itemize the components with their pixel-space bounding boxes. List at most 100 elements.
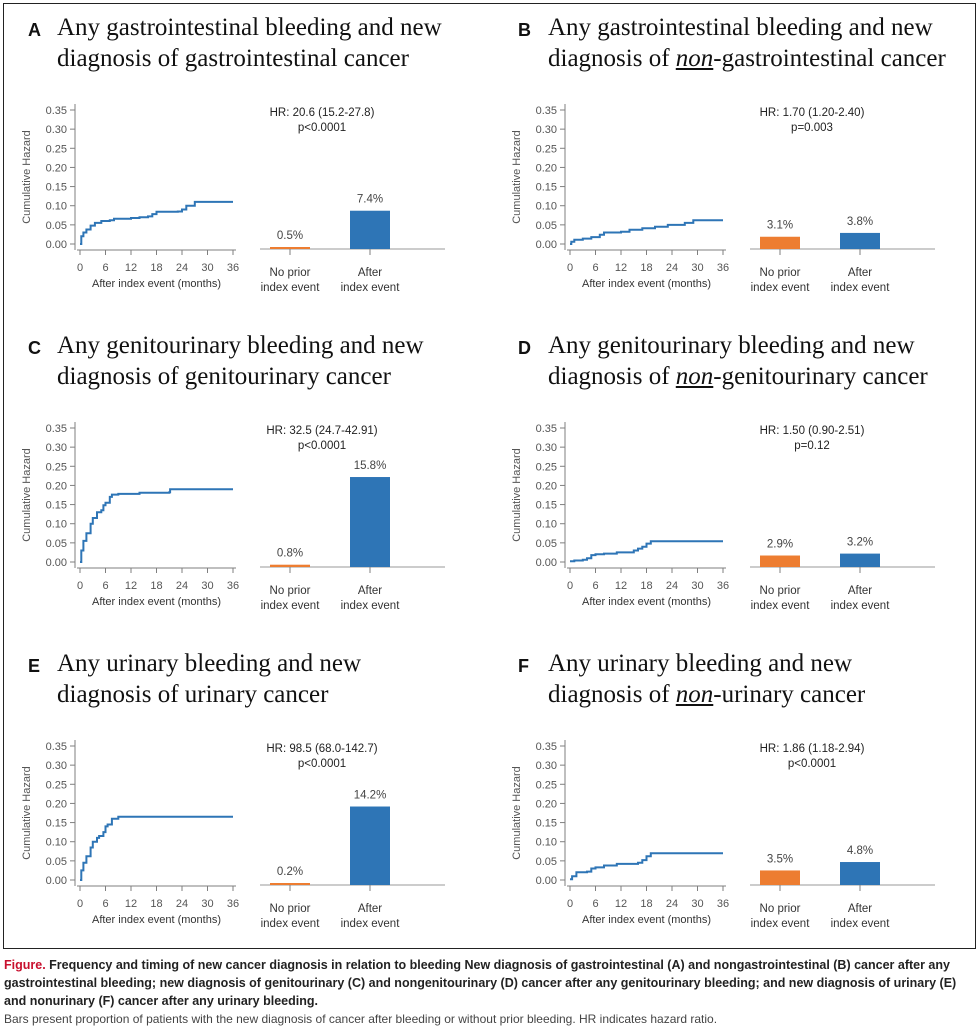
- panel-letter: F: [518, 656, 529, 676]
- y-tick-label: 0.20: [536, 162, 557, 174]
- x-tick-label: 36: [717, 898, 729, 910]
- panel-title: Any gastrointestinal bleeding and new dia…: [57, 12, 442, 74]
- panel-title: Any gastrointestinal bleeding and new dia…: [548, 12, 946, 74]
- y-tick-label: 0.35: [536, 423, 557, 435]
- y-tick-label: 0.30: [46, 760, 67, 772]
- bar-no-prior: [270, 247, 310, 249]
- y-tick-label: 0.25: [536, 779, 557, 791]
- title-line-2: diagnosis of urinary cancer: [57, 681, 329, 708]
- y-axis-label: Cumulative Hazard: [21, 130, 33, 224]
- y-tick-label: 0.15: [46, 818, 67, 830]
- bar-category-label: index event: [831, 600, 891, 612]
- hazard-ratio-text: HR: 1.50 (0.90-2.51): [760, 425, 865, 437]
- x-axis-label: After index event (months): [582, 596, 711, 608]
- y-tick-label: 0.10: [46, 201, 67, 213]
- caption-title: Frequency and timing of new cancer diagn…: [4, 958, 957, 1008]
- bar-category-label: index event: [341, 600, 401, 612]
- bar-category-label: No prior: [760, 267, 801, 279]
- x-tick-label: 6: [592, 262, 598, 274]
- bar-value-label: 14.2%: [354, 790, 387, 802]
- title-line-2: diagnosis of: [548, 45, 676, 72]
- bar-value-label: 3.8%: [847, 216, 873, 228]
- y-tick-label: 0.10: [536, 837, 557, 849]
- hazard-ratio-text: HR: 32.5 (24.7-42.91): [266, 425, 377, 437]
- title-line-2-suffix: -genitourinary cancer: [713, 363, 928, 390]
- y-tick-label: 0.30: [46, 442, 67, 454]
- hazard-ratio-text: HR: 1.86 (1.18-2.94): [760, 743, 865, 755]
- panel-d: D Any genitourinary bleeding and new diagn…: [490, 318, 977, 634]
- y-tick-label: 0.25: [536, 143, 557, 155]
- bar-category-label: After: [848, 267, 872, 279]
- y-tick-label: 0.10: [536, 519, 557, 531]
- x-tick-label: 24: [176, 898, 188, 910]
- y-axis-label: Cumulative Hazard: [511, 448, 523, 542]
- y-tick-label: 0.15: [46, 182, 67, 194]
- x-tick-label: 18: [150, 262, 162, 274]
- p-value-text: p<0.0001: [298, 440, 346, 452]
- bar-after: [840, 553, 880, 567]
- y-tick-label: 0.00: [536, 557, 557, 569]
- y-tick-label: 0.00: [46, 557, 67, 569]
- x-tick-label: 18: [640, 898, 652, 910]
- x-tick-label: 12: [125, 262, 137, 274]
- x-tick-label: 12: [125, 898, 137, 910]
- chart-a: 0.00 0.05 0.10 0.15 0.20 0.25 0.30 0.35 Cumulati…: [21, 104, 445, 294]
- y-tick-label: 0.35: [46, 741, 67, 753]
- x-tick-label: 30: [691, 580, 703, 592]
- title-line-2: diagnosis of: [548, 363, 676, 390]
- y-tick-label: 0.00: [536, 875, 557, 887]
- bar-category-label: index event: [831, 918, 891, 930]
- y-tick-label: 0.20: [46, 798, 67, 810]
- x-tick-label: 12: [615, 580, 627, 592]
- y-tick-label: 0.15: [536, 500, 557, 512]
- title-line-1: Any urinary bleeding and new: [548, 650, 853, 677]
- y-tick-label: 0.35: [536, 741, 557, 753]
- panel-e: E Any urinary bleeding and new diagnosis o…: [0, 636, 487, 952]
- chart-e: 0.00 0.05 0.10 0.15 0.20 0.25 0.30 0.35 Cumulati…: [21, 740, 445, 930]
- y-tick-label: 0.15: [536, 182, 557, 194]
- cumulative-hazard-curve: [570, 852, 723, 881]
- panel-a: A Any gastrointestinal bleeding and new di…: [0, 0, 487, 316]
- bar-category-label: index event: [261, 282, 321, 294]
- x-tick-label: 36: [227, 262, 239, 274]
- panel-title: Any genitourinary bleeding and new diagno…: [57, 330, 424, 392]
- p-value-text: p<0.0001: [298, 122, 346, 134]
- y-tick-label: 0.05: [536, 856, 557, 868]
- x-axis-label: After index event (months): [92, 914, 221, 926]
- bar-category-label: After: [848, 903, 872, 915]
- bar-no-prior: [760, 236, 800, 249]
- bar-value-label: 15.8%: [354, 460, 387, 472]
- bar-value-label: 0.5%: [277, 230, 303, 242]
- y-tick-label: 0.00: [46, 875, 67, 887]
- x-tick-label: 6: [102, 580, 108, 592]
- bar-after: [840, 232, 880, 249]
- bar-value-label: 0.8%: [277, 548, 303, 560]
- x-tick-label: 24: [666, 898, 678, 910]
- bar-after: [350, 477, 390, 567]
- title-line-1: Any gastrointestinal bleeding and new: [548, 14, 933, 41]
- bar-category-label: After: [848, 585, 872, 597]
- y-tick-label: 0.15: [536, 818, 557, 830]
- x-tick-label: 12: [615, 262, 627, 274]
- x-tick-label: 36: [227, 580, 239, 592]
- x-tick-label: 6: [592, 580, 598, 592]
- title-line-2: diagnosis of: [548, 681, 676, 708]
- caption-lead: Figure.: [4, 958, 46, 972]
- chart-d: 0.00 0.05 0.10 0.15 0.20 0.25 0.30 0.35 Cumulati…: [511, 422, 935, 612]
- x-tick-label: 0: [567, 262, 573, 274]
- bar-category-label: index event: [751, 282, 811, 294]
- cumulative-hazard-curve: [80, 200, 233, 245]
- y-tick-label: 0.10: [536, 201, 557, 213]
- bar-value-label: 3.5%: [767, 853, 793, 865]
- x-tick-label: 18: [150, 580, 162, 592]
- panel-title: Any urinary bleeding and new diagnosis of…: [548, 648, 865, 710]
- panel-letter: B: [518, 20, 531, 40]
- bar-category-label: No prior: [270, 585, 311, 597]
- y-tick-label: 0.05: [46, 856, 67, 868]
- bar-no-prior: [760, 555, 800, 567]
- y-tick-label: 0.25: [46, 143, 67, 155]
- title-line-2-suffix: -gastrointestinal cancer: [713, 45, 946, 72]
- title-line-2: diagnosis of genitourinary cancer: [57, 363, 391, 390]
- title-line-1: Any gastrointestinal bleeding and new: [57, 14, 442, 41]
- p-value-text: p=0.003: [791, 122, 833, 134]
